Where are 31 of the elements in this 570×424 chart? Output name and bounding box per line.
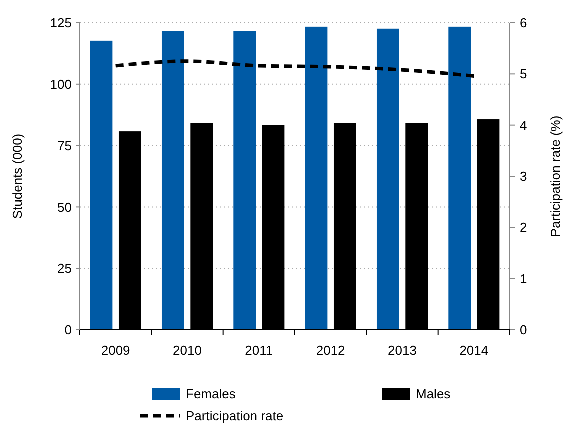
x-tick-label: 2010 (173, 343, 202, 358)
bar (90, 40, 113, 330)
y-axis-title: Students (000) (10, 134, 25, 220)
y-tick-label: 50 (58, 200, 72, 215)
bar (234, 31, 256, 330)
y2-axis-title: Participation rate (%) (548, 116, 563, 238)
legend-label: Males (416, 386, 452, 402)
x-tick-label: 2011 (245, 343, 274, 358)
legend-label: Females (186, 386, 236, 402)
y-tick-label: 75 (58, 138, 72, 154)
y2-tick-label: 4 (520, 118, 528, 133)
bar (376, 28, 400, 330)
x-tick-label: 2014 (460, 343, 489, 358)
line-series (114, 60, 476, 78)
y-tick-label: 25 (58, 261, 72, 276)
bar (162, 31, 184, 330)
y2-tick-label: 6 (520, 16, 528, 31)
y2-tick-label: 2 (520, 220, 528, 236)
x-tick-label: 2013 (388, 343, 417, 358)
x-tick-label: 2009 (101, 343, 130, 358)
y2-tick-label: 1 (520, 271, 528, 286)
bar (305, 26, 328, 330)
y-tick-label: 0 (64, 322, 72, 338)
y-tick-label: 100 (50, 76, 72, 92)
legend-label: Participation rate (186, 408, 284, 424)
x-tick-label: 2012 (316, 343, 346, 358)
bar (448, 26, 472, 330)
y2-tick-label: 3 (520, 169, 528, 184)
y2-tick-label: 0 (520, 322, 528, 338)
y2-tick-label: 5 (520, 66, 528, 82)
y-tick-label: 125 (50, 16, 72, 31)
